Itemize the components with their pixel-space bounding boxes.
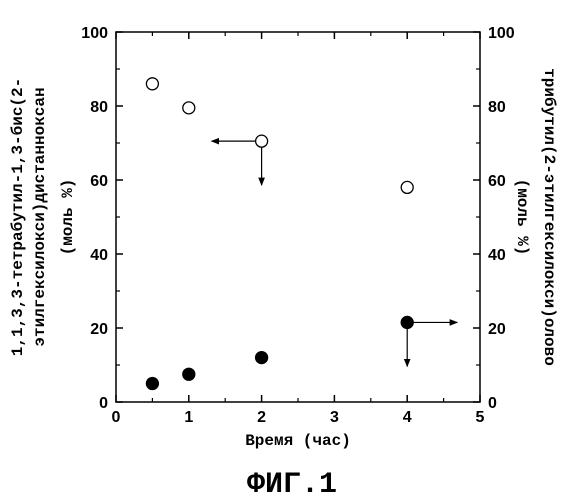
data-point-open xyxy=(146,78,158,90)
data-point-filled xyxy=(146,378,158,390)
y-tick-label: 100 xyxy=(81,25,108,42)
data-point-filled xyxy=(401,316,413,328)
data-point-open xyxy=(183,102,195,114)
x-tick-label: 4 xyxy=(403,409,412,426)
data-point-open xyxy=(256,135,268,147)
x-tick-label: 5 xyxy=(476,409,485,426)
x-tick-label: 0 xyxy=(112,409,121,426)
data-points xyxy=(146,78,413,390)
x-axis-ticks: 0 1 2 3 4 5 xyxy=(112,32,485,426)
y-tick-label: 20 xyxy=(488,321,506,338)
y-axis-left-label-line-1: 1,1,3,3-тетрабутил-1,3-бис(2- xyxy=(9,78,27,356)
figure-label: ФИГ.1 xyxy=(247,468,337,500)
y-tick-label: 40 xyxy=(90,247,108,264)
x-tick-label: 3 xyxy=(330,409,339,426)
y-tick-label: 80 xyxy=(90,99,108,116)
y-tick-label: 20 xyxy=(90,321,108,338)
y-tick-label: 80 xyxy=(488,99,506,116)
arrow-annotations xyxy=(212,141,458,366)
y-tick-label: 60 xyxy=(488,173,506,190)
data-point-filled xyxy=(183,368,195,380)
y-tick-label: 60 xyxy=(90,173,108,190)
x-tick-label: 1 xyxy=(184,409,193,426)
y-axis-right-label-line-2: (моль %) xyxy=(513,179,531,256)
y-axis-right-label-line-1: трибутил(2-этилгексилокси)олово xyxy=(540,68,558,366)
plot-frame xyxy=(116,32,480,402)
y-axis-left-label-line-2: этилгексилокси)дистанноксан xyxy=(31,87,49,346)
x-axis-label: Время (час) xyxy=(245,432,351,450)
y-tick-label: 0 xyxy=(488,395,497,412)
y-axis-left-label-line-3: (моль %) xyxy=(59,179,77,256)
y-tick-label: 100 xyxy=(488,25,515,42)
y-tick-label: 40 xyxy=(488,247,506,264)
data-point-filled xyxy=(256,352,268,364)
x-tick-label: 2 xyxy=(257,409,266,426)
y-tick-label: 0 xyxy=(99,395,108,412)
data-point-open xyxy=(401,181,413,193)
